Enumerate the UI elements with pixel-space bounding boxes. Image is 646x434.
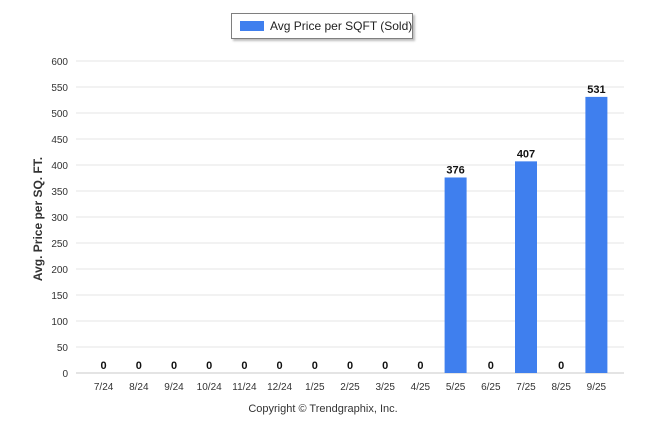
- x-tick-label: 7/25: [516, 382, 536, 393]
- legend-label: Avg Price per SQFT (Sold): [270, 19, 413, 33]
- y-tick-label: 300: [51, 213, 68, 224]
- x-tick-label: 9/24: [164, 382, 184, 393]
- data-label: 0: [558, 360, 564, 372]
- bar: [444, 177, 467, 373]
- bars: [444, 96, 608, 373]
- data-label: 0: [171, 360, 177, 372]
- x-tick-label: 6/25: [481, 382, 501, 393]
- data-label: 0: [382, 360, 388, 372]
- data-label: 0: [241, 360, 247, 372]
- x-tick-label: 2/25: [340, 382, 360, 393]
- data-label: 376: [446, 164, 464, 176]
- data-labels: 0 0 0 0 0 0 0 0 0 0 376 0 407 0 531: [101, 84, 606, 372]
- y-tick-label: 550: [51, 83, 68, 94]
- x-tick-label: 12/24: [267, 382, 292, 393]
- data-label: 0: [136, 360, 142, 372]
- bar: [515, 161, 537, 373]
- x-tick-label: 9/25: [587, 382, 607, 393]
- data-label: 531: [587, 84, 605, 96]
- x-tick-label: 5/25: [446, 382, 466, 393]
- x-axis-ticks: 7/24 8/24 9/24 10/24 11/24 12/24 1/25 2/25 3/25 4…: [94, 382, 607, 393]
- data-label: 0: [417, 360, 423, 372]
- legend: Avg Price per SQFT (Sold): [231, 13, 413, 39]
- x-tick-label: 8/25: [551, 382, 571, 393]
- y-tick-label: 0: [62, 369, 68, 380]
- data-label: 0: [347, 360, 353, 372]
- y-tick-label: 450: [51, 135, 68, 146]
- x-tick-label: 7/24: [94, 382, 114, 393]
- y-tick-label: 250: [51, 239, 68, 250]
- y-tick-label: 100: [51, 317, 68, 328]
- x-tick-label: 11/24: [232, 382, 257, 393]
- y-axis-label: Avg. Price per SQ. FT.: [31, 157, 45, 281]
- x-tick-label: 10/24: [197, 382, 222, 393]
- data-label: 0: [206, 360, 212, 372]
- y-axis-ticks: 0 50 100 150 200 250 300 350 400 450 500 550 600: [51, 57, 68, 380]
- y-tick-label: 150: [51, 291, 68, 302]
- data-label: 0: [101, 360, 107, 372]
- data-label: 0: [312, 360, 318, 372]
- x-tick-label: 1/25: [305, 382, 325, 393]
- y-tick-label: 50: [57, 343, 69, 354]
- x-tick-label: 3/25: [375, 382, 395, 393]
- data-label: 407: [517, 148, 535, 160]
- y-tick-label: 200: [51, 265, 68, 276]
- y-tick-label: 400: [51, 161, 68, 172]
- y-tick-label: 600: [51, 57, 68, 68]
- x-tick-label: 8/24: [129, 382, 149, 393]
- x-tick-label: 4/25: [411, 382, 431, 393]
- data-label: 0: [277, 360, 283, 372]
- data-label: 0: [488, 360, 494, 372]
- bar: [585, 96, 608, 373]
- y-tick-label: 500: [51, 109, 68, 120]
- y-tick-label: 350: [51, 187, 68, 198]
- grid-lines: [76, 60, 624, 374]
- legend-swatch: [240, 21, 264, 31]
- copyright-footer: Copyright © Trendgraphix, Inc.: [248, 403, 398, 415]
